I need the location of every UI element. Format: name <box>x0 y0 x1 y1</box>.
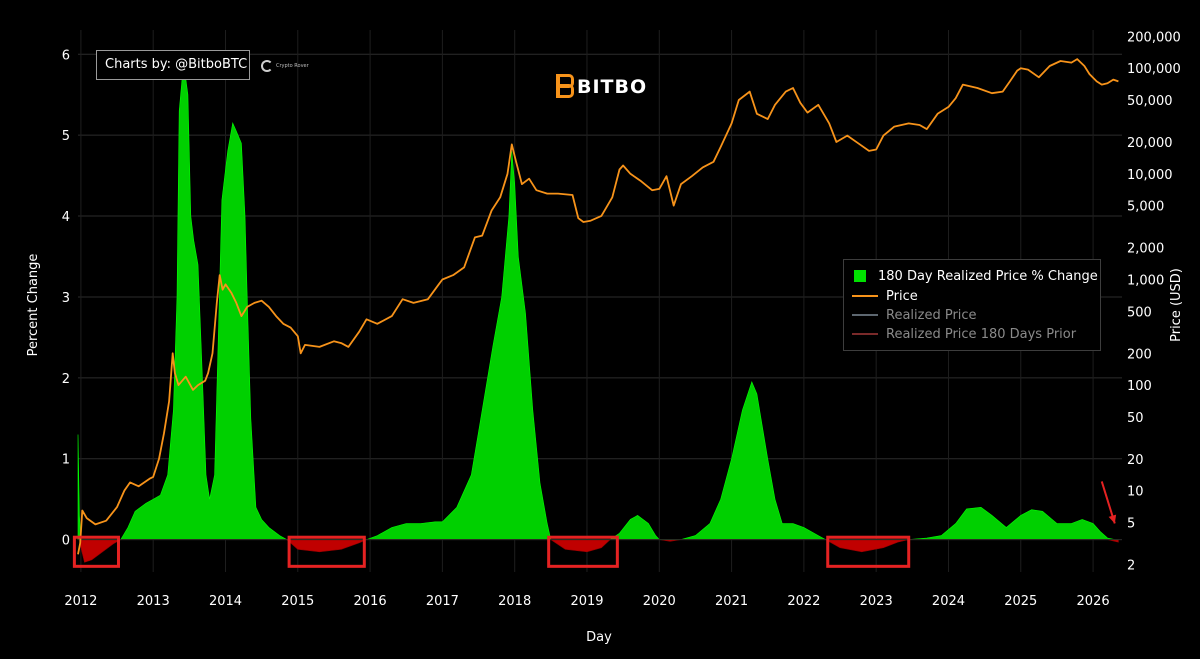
y-right-tick-label: 100 <box>1127 379 1152 394</box>
y-left-tick-label: 0 <box>62 534 70 549</box>
legend-swatch <box>852 333 878 335</box>
chart-credit-box: Charts by: @BitboBTC <box>96 50 250 80</box>
y-left-tick-label: 5 <box>62 129 70 144</box>
bitbo-logo-icon <box>556 74 574 98</box>
y-right-tick-label: 200,000 <box>1127 30 1181 45</box>
x-tick-label: 2020 <box>643 594 676 609</box>
y-left-axis-title: Percent Change <box>26 254 41 357</box>
y-left-tick-label: 2 <box>62 372 70 387</box>
legend-item-realized-change[interactable]: 180 Day Realized Price % Change <box>852 267 1098 285</box>
legend-label: 180 Day Realized Price % Change <box>878 268 1098 284</box>
y-right-tick-label: 100,000 <box>1127 62 1181 77</box>
annotation-arrow-head <box>1108 514 1117 524</box>
chart-legend: 180 Day Realized Price % Change Price Re… <box>843 259 1101 351</box>
legend-swatch <box>854 270 866 282</box>
y-left-tick-label: 3 <box>62 291 70 306</box>
y-right-tick-label: 20,000 <box>1127 136 1173 151</box>
x-tick-label: 2021 <box>715 594 748 609</box>
annotation-arrow-layer <box>1100 481 1117 524</box>
crypto-rover-logo-text: Crypto Rover <box>276 63 309 69</box>
y-right-tick-label: 50 <box>1127 411 1144 426</box>
y-right-tick-label: 200 <box>1127 347 1152 362</box>
x-tick-label: 2025 <box>1004 594 1037 609</box>
legend-item-realized-price[interactable]: Realized Price <box>852 306 977 324</box>
y-left-tick-label: 1 <box>62 453 70 468</box>
x-tick-label: 2023 <box>860 594 893 609</box>
y-right-tick-label: 50,000 <box>1127 94 1173 109</box>
y-right-tick-label: 10 <box>1127 485 1144 500</box>
x-tick-label: 2017 <box>426 594 459 609</box>
y-left-tick-label: 6 <box>62 48 70 63</box>
price-line <box>77 58 1119 555</box>
x-tick-label: 2013 <box>137 594 170 609</box>
x-tick-label: 2024 <box>932 594 965 609</box>
x-tick-label: 2022 <box>787 594 820 609</box>
legend-label: Realized Price <box>886 307 977 323</box>
x-tick-label: 2019 <box>570 594 603 609</box>
crypto-rover-icon <box>261 60 273 72</box>
legend-label: Realized Price 180 Days Prior <box>886 326 1077 342</box>
legend-item-price[interactable]: Price <box>852 287 918 305</box>
y-right-axis-title: Price (USD) <box>1169 268 1184 342</box>
y-right-tick-label: 10,000 <box>1127 168 1173 183</box>
y-right-tick-label: 2 <box>1127 559 1135 574</box>
realized-change-area-layer <box>77 62 1122 563</box>
realized-change-positive-area <box>77 62 1119 540</box>
y-left-tick-labels: 0 1 2 3 4 5 6 <box>62 48 70 548</box>
y-right-tick-label: 2,000 <box>1127 242 1164 257</box>
y-right-tick-label: 20 <box>1127 453 1144 468</box>
x-tick-label: 2015 <box>281 594 314 609</box>
x-tick-label: 2014 <box>209 594 242 609</box>
highlight-box <box>72 535 120 568</box>
legend-swatch <box>852 295 878 297</box>
y-right-tick-labels: 2 5 10 20 50 100 200 500 1,000 2,000 5,000 10,000 20… <box>1127 30 1181 573</box>
bitbo-logo-text: BITBO <box>577 76 648 98</box>
crypto-rover-logo: Crypto Rover <box>261 58 309 74</box>
x-tick-labels: 2012 2013 2014 2015 2016 2017 2018 2019 2020 2021… <box>64 594 1109 609</box>
legend-swatch <box>852 314 878 316</box>
y-right-tick-label: 1,000 <box>1127 273 1164 288</box>
y-right-tick-label: 5,000 <box>1127 200 1164 215</box>
highlight-box <box>287 535 366 568</box>
highlight-box <box>826 535 911 568</box>
y-right-tick-label: 500 <box>1127 305 1152 320</box>
y-left-tick-label: 4 <box>62 210 70 225</box>
x-tick-label: 2016 <box>354 594 387 609</box>
x-tick-label: 2018 <box>498 594 531 609</box>
realized-change-negative-area <box>77 539 1119 563</box>
x-axis-title: Day <box>586 630 612 645</box>
legend-label: Price <box>886 288 918 304</box>
chart-credit-text: Charts by: @BitboBTC <box>105 57 248 72</box>
y-right-tick-label: 5 <box>1127 517 1135 532</box>
price-line-layer <box>77 58 1119 555</box>
highlight-box-layer <box>72 535 911 568</box>
highlight-box <box>547 535 619 568</box>
x-tick-label: 2026 <box>1077 594 1110 609</box>
bitbo-watermark: BITBO <box>556 74 648 98</box>
legend-item-realized-price-prior[interactable]: Realized Price 180 Days Prior <box>852 325 1076 343</box>
x-tick-label: 2012 <box>64 594 97 609</box>
